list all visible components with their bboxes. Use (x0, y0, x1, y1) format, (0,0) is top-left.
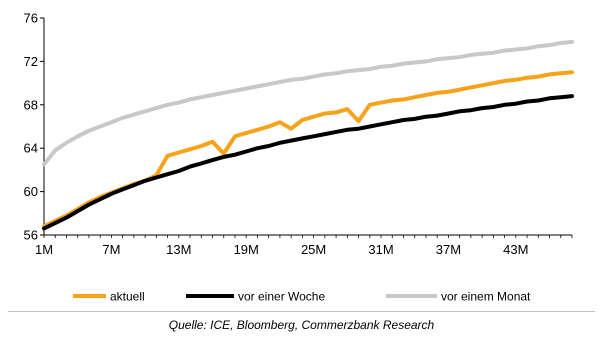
y-tick-label: 60 (24, 184, 38, 199)
y-tick-label: 68 (24, 97, 38, 112)
source-divider (8, 311, 595, 312)
x-tick-label: 19M (234, 242, 259, 257)
legend-label-0: aktuell (110, 290, 145, 304)
y-tick-labels: 56 60 64 68 72 76 (24, 11, 38, 243)
x-tick-label: 37M (436, 242, 461, 257)
series-line-0 (42, 70, 574, 229)
x-tick-label: 7M (102, 242, 120, 257)
legend-label-2: vor einem Monat (441, 290, 531, 304)
x-tick-label: 25M (301, 242, 326, 257)
x-tick-label: 31M (368, 242, 393, 257)
x-tick-label: 43M (503, 242, 528, 257)
series-line-2 (42, 39, 574, 167)
series-line-1 (42, 94, 574, 231)
y-tick-label: 72 (24, 54, 38, 69)
source-note: Quelle: ICE, Bloomberg, Commerzbank Rese… (168, 318, 435, 332)
x-tick-label: 1M (35, 242, 53, 257)
y-tick-label: 76 (24, 11, 38, 26)
axes (40, 17, 573, 238)
series-lines (42, 39, 574, 231)
y-tick-label: 64 (24, 141, 38, 156)
legend: aktuell vor einer Woche vor einem Monat (73, 290, 531, 304)
y-tick-label: 56 (24, 228, 38, 243)
x-tick-label: 13M (166, 242, 191, 257)
x-tick-labels: 1M 7M 13M 19M 25M 31M 37M 43M (35, 242, 529, 257)
legend-label-1: vor einer Woche (238, 290, 325, 304)
